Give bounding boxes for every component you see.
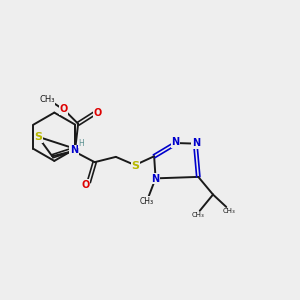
Text: N: N: [192, 138, 200, 148]
Text: S: S: [34, 132, 43, 142]
Text: CH₃: CH₃: [40, 95, 55, 104]
Text: O: O: [59, 104, 68, 114]
Text: CH₃: CH₃: [223, 208, 236, 214]
Text: N: N: [172, 137, 180, 147]
Text: N: N: [151, 174, 159, 184]
Text: H: H: [78, 139, 84, 148]
Text: N: N: [70, 146, 78, 155]
Text: O: O: [93, 108, 101, 118]
Text: S: S: [132, 161, 140, 171]
Text: O: O: [81, 179, 89, 190]
Text: CH₃: CH₃: [140, 196, 154, 206]
Text: CH₃: CH₃: [192, 212, 205, 218]
